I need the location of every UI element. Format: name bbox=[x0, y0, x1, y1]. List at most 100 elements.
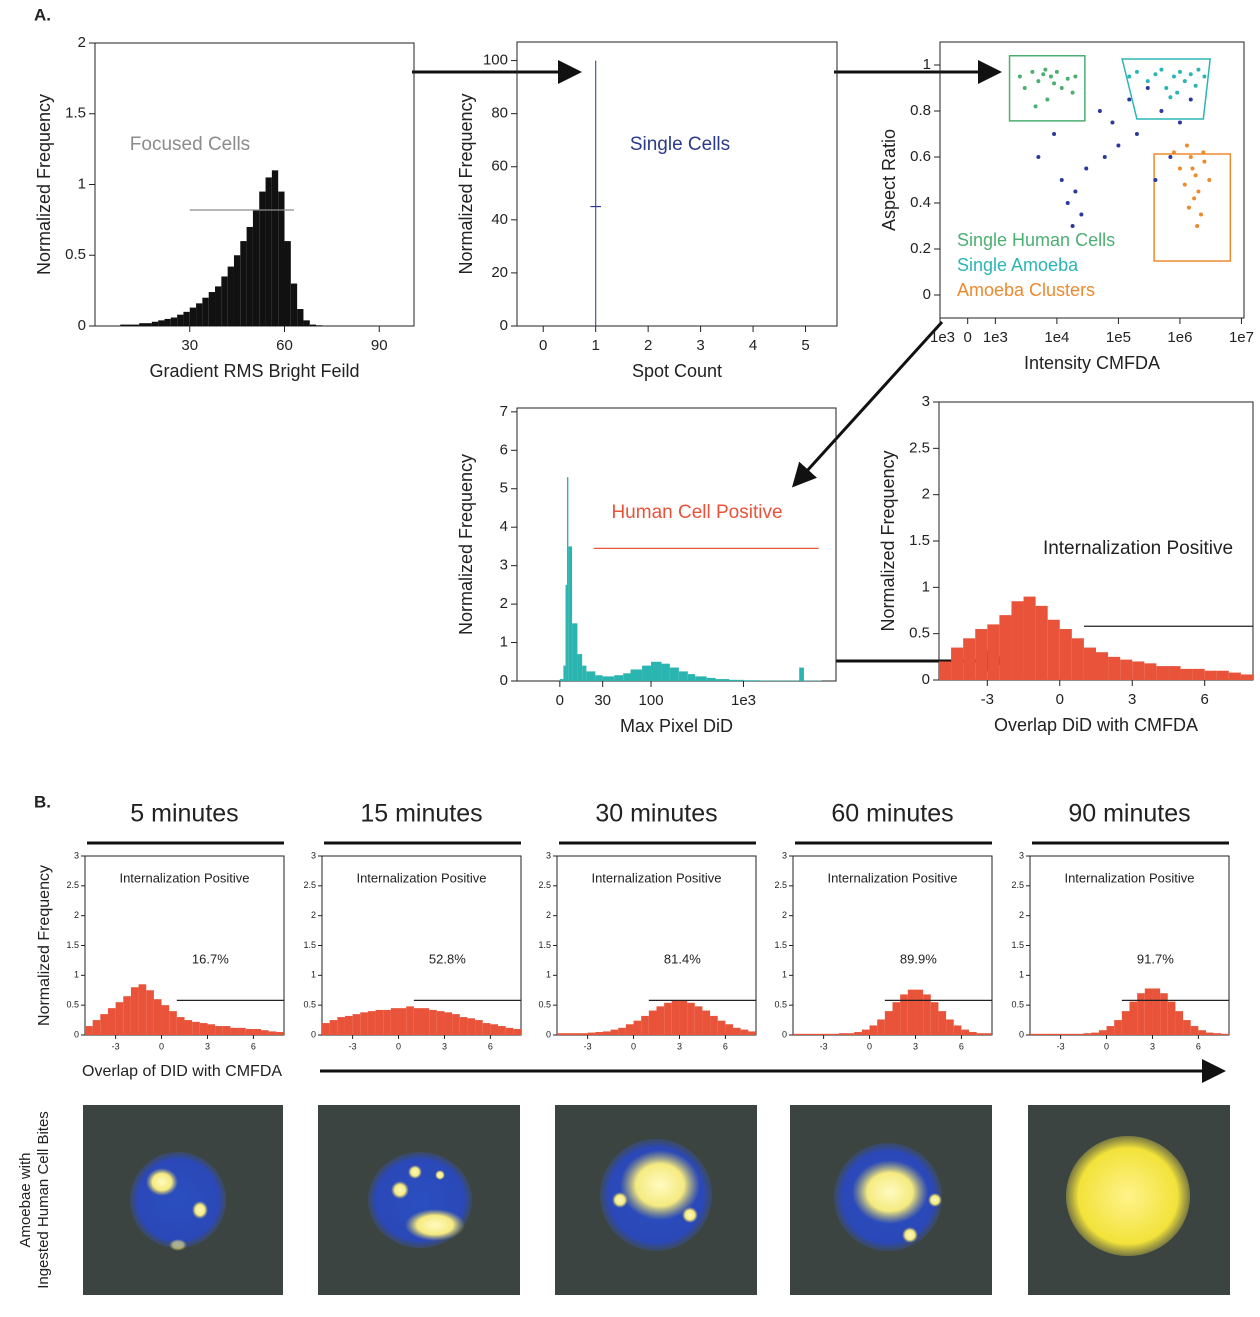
scatter-point bbox=[1073, 190, 1077, 194]
histogram-bar bbox=[131, 987, 139, 1035]
histogram-bar bbox=[406, 1006, 414, 1035]
histogram-bar bbox=[557, 1033, 565, 1035]
histogram-bar bbox=[565, 1033, 573, 1035]
histogram-bar bbox=[285, 241, 291, 326]
y-tick-label: 1 bbox=[1019, 970, 1024, 980]
scatter-point bbox=[1036, 79, 1040, 83]
y-tick-label: 20 bbox=[491, 264, 508, 281]
y-tick-label: 2 bbox=[78, 34, 86, 51]
scatter-point bbox=[1073, 75, 1077, 79]
micrographs bbox=[83, 1105, 1230, 1295]
histogram-bar bbox=[588, 1033, 596, 1035]
y-tick-label: 0 bbox=[78, 317, 86, 334]
scatter-point bbox=[1098, 109, 1102, 113]
y-tick-label: 1.5 bbox=[65, 105, 86, 122]
histogram-bar bbox=[987, 624, 999, 680]
histogram-bar bbox=[1122, 1011, 1130, 1035]
histogram-bar bbox=[513, 1029, 521, 1035]
x-tick-label: 6 bbox=[488, 1041, 493, 1051]
histogram-bar bbox=[303, 320, 309, 326]
x-tick-label: 0 bbox=[159, 1041, 164, 1051]
y-tick-label: 0 bbox=[74, 1029, 79, 1039]
histogram-bar bbox=[330, 1020, 338, 1035]
histogram-bar bbox=[429, 1010, 437, 1035]
histogram-bar bbox=[278, 192, 284, 326]
y-tick-label: 1 bbox=[78, 175, 86, 192]
histogram-bar bbox=[158, 320, 164, 326]
histogram-bar bbox=[566, 585, 567, 681]
y-tick-label: 5 bbox=[500, 480, 508, 497]
x-tick-label: 30 bbox=[594, 692, 611, 709]
histogram-bar bbox=[1084, 1033, 1092, 1035]
histogram-bar bbox=[977, 1033, 985, 1035]
histogram-bar bbox=[687, 1003, 695, 1035]
histogram-bar bbox=[261, 1030, 269, 1035]
image-row-label: Ingested Human Cell Bites bbox=[35, 1111, 52, 1289]
scatter-point bbox=[1207, 178, 1211, 182]
histogram-bar bbox=[580, 1033, 588, 1035]
scatter-point bbox=[1079, 213, 1083, 217]
histogram-bar bbox=[808, 1034, 816, 1035]
histogram-bar bbox=[316, 325, 322, 326]
histogram-bar bbox=[733, 1028, 741, 1035]
chart-title: 30 minutes bbox=[595, 800, 717, 828]
histogram-bar bbox=[116, 1002, 124, 1035]
histogram-bar bbox=[1061, 1034, 1069, 1035]
histogram-bar bbox=[353, 1014, 361, 1035]
scatter-point bbox=[1202, 75, 1206, 79]
histogram-bar bbox=[253, 210, 259, 326]
y-tick-label: 2 bbox=[782, 910, 787, 920]
histogram-bar bbox=[657, 1006, 665, 1035]
scatter-point bbox=[1060, 86, 1064, 90]
histogram-bar bbox=[185, 1020, 193, 1035]
histogram-bar bbox=[266, 177, 272, 326]
y-tick-label: 2 bbox=[546, 910, 551, 920]
histogram-bar bbox=[1072, 638, 1084, 680]
scatter-point bbox=[1055, 70, 1059, 74]
chart-title: 15 minutes bbox=[360, 800, 482, 828]
y-tick-label: 0 bbox=[500, 672, 508, 689]
histogram-bar bbox=[744, 680, 760, 681]
histogram-bar bbox=[670, 668, 679, 681]
y-tick-label: 7 bbox=[500, 403, 508, 420]
histogram-bar bbox=[1191, 1026, 1199, 1035]
histogram-bar bbox=[123, 996, 131, 1035]
scatter-point bbox=[1190, 167, 1194, 171]
y-tick-label: 0.2 bbox=[910, 240, 931, 257]
scatter-point bbox=[1071, 91, 1075, 95]
histogram-bar bbox=[93, 1020, 101, 1035]
y-tick-label: 3 bbox=[546, 850, 551, 860]
histogram-bar bbox=[177, 315, 183, 326]
histogram-bar bbox=[1221, 1034, 1229, 1035]
histogram-bar bbox=[577, 654, 582, 681]
scatter-point bbox=[1185, 144, 1189, 148]
histogram-bar bbox=[228, 267, 234, 326]
histogram-bar bbox=[626, 1024, 634, 1035]
histogram-bar bbox=[169, 1011, 177, 1035]
x-tick-label: 0 bbox=[867, 1041, 872, 1051]
scatter-point bbox=[1135, 132, 1139, 136]
scatter-point bbox=[1172, 75, 1176, 79]
y-tick-label: 2 bbox=[922, 486, 930, 503]
y-tick-label: 0.5 bbox=[65, 246, 86, 263]
histogram-bar bbox=[177, 1017, 185, 1035]
histogram-bar bbox=[816, 1034, 824, 1035]
histogram-bar bbox=[582, 666, 586, 681]
histogram-bar bbox=[376, 1010, 384, 1035]
y-tick-label: 0 bbox=[546, 1029, 551, 1039]
y-axis-label: Normalized Frequency bbox=[36, 865, 53, 1026]
scatter-point bbox=[1168, 155, 1172, 159]
x-tick-label: 2 bbox=[644, 337, 652, 354]
x-tick-label: 3 bbox=[913, 1041, 918, 1051]
y-tick-label: 3 bbox=[782, 850, 787, 860]
x-tick-label: 5 bbox=[801, 337, 809, 354]
histogram-bar bbox=[221, 276, 227, 326]
scatter-point bbox=[1036, 155, 1040, 159]
histogram-bar bbox=[276, 1032, 284, 1035]
histogram-bar bbox=[146, 990, 154, 1035]
histogram-bar bbox=[444, 1012, 452, 1035]
histogram-bar bbox=[618, 1028, 626, 1035]
histogram-bar bbox=[1011, 601, 1023, 680]
histogram-bar bbox=[1132, 661, 1144, 680]
